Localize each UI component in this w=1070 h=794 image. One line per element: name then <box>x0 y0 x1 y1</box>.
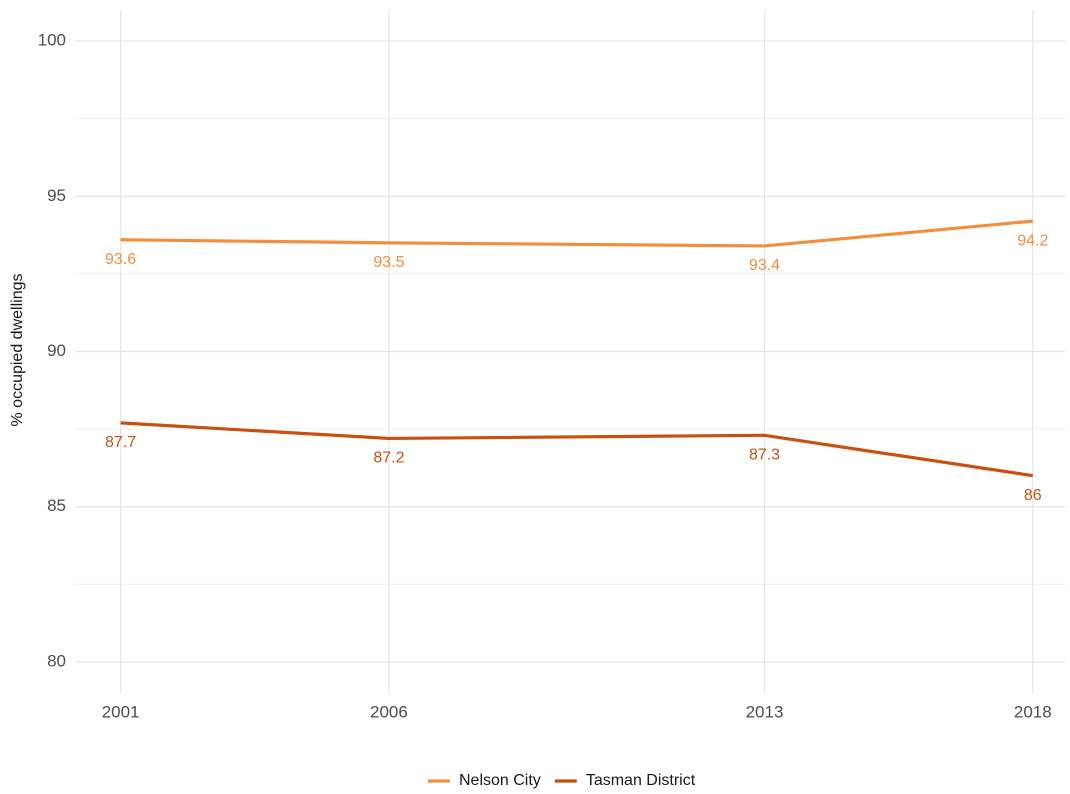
value-label: 86 <box>1024 487 1042 504</box>
y-tick-label: 90 <box>47 341 66 360</box>
series-line <box>120 219 1033 248</box>
y-tick-label: 80 <box>47 651 66 670</box>
y-tick-label: 85 <box>47 496 66 515</box>
y-axis-label: % occupied dwellings <box>9 274 26 427</box>
x-tick-label: 2013 <box>746 702 784 721</box>
x-tick-label: 2001 <box>102 702 140 721</box>
x-tick-label: 2006 <box>370 702 408 721</box>
series-line <box>120 421 1034 478</box>
legend-label: Tasman District <box>586 772 696 789</box>
y-tick-label: 100 <box>38 31 66 50</box>
value-label: 87.3 <box>749 447 780 464</box>
value-label: 93.6 <box>105 251 136 268</box>
value-label: 87.2 <box>373 450 404 467</box>
value-label: 93.4 <box>749 257 780 274</box>
value-label: 87.7 <box>105 434 136 451</box>
y-tick-label: 95 <box>47 186 66 205</box>
legend-label: Nelson City <box>459 772 541 789</box>
value-label: 93.5 <box>373 254 404 271</box>
value-label: 94.2 <box>1017 232 1048 249</box>
x-tick-label: 2018 <box>1014 702 1052 721</box>
